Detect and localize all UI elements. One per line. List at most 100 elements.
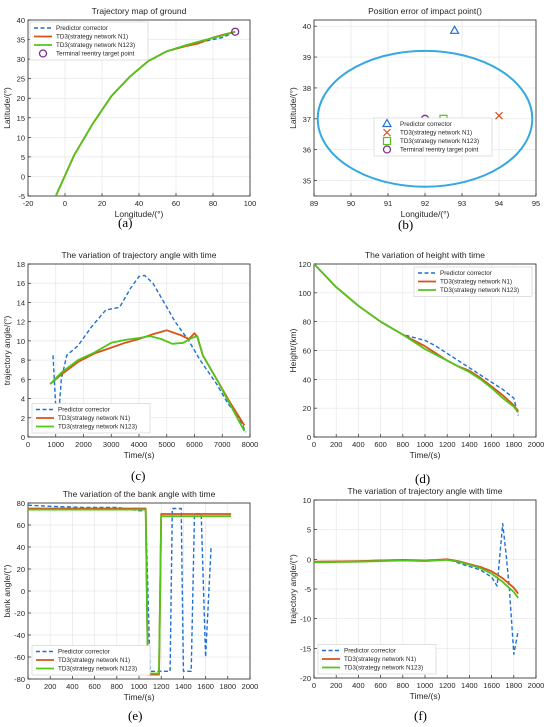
- legend-label-f-2: TD3(strategy network N123): [344, 665, 423, 672]
- xtick-label-b-5: 94: [495, 199, 503, 208]
- ytick-label-f-0: -20: [300, 674, 311, 683]
- legend-label-c-2: TD3(strategy network N123): [58, 424, 137, 431]
- chart-title-b: Position error of impact point(): [368, 6, 482, 16]
- panel-label-e: (e): [128, 708, 143, 723]
- xtick-label-b-0: 89: [310, 199, 318, 208]
- ytick-label-f-5: 5: [307, 526, 311, 535]
- ytick-label-b-1: 36: [303, 146, 311, 155]
- xtick-label-e-8: 1600: [197, 682, 214, 691]
- ytick-label-e-5: 20: [17, 565, 25, 574]
- ytick-label-e-0: -80: [14, 675, 25, 684]
- legend-marker-b-3: [382, 145, 392, 154]
- legend-label-f-0: Predictor corrector: [344, 648, 396, 655]
- ytick-label-b-0: 35: [303, 177, 311, 186]
- chart-title-c: The variation of trajectory angle with t…: [62, 250, 217, 260]
- legend-label-b-2: TD3(strategy network N123): [400, 138, 479, 145]
- axes-frame-f: [313, 499, 537, 679]
- xtick-label-d-10: 2000: [528, 440, 545, 449]
- series-line-f-2: [314, 559, 519, 599]
- xtick-label-f-8: 1600: [483, 681, 500, 690]
- legend-label-b-1: TD3(strategy network N1): [400, 130, 472, 137]
- xtick-label-e-0: 0: [26, 682, 30, 691]
- xtick-label-c-2: 2000: [75, 440, 92, 449]
- series-point-a-3-0: [231, 27, 240, 36]
- series-line-a-2: [54, 30, 236, 196]
- xtick-label-e-5: 1000: [131, 682, 148, 691]
- xtick-label-e-7: 1400: [175, 682, 192, 691]
- legend-label-e-1: TD3(strategy network N1): [58, 657, 130, 664]
- chart-title-f: The variation of trajectory angle with t…: [348, 486, 503, 496]
- ytick-label-a-3: 10: [17, 133, 25, 142]
- chart-c: 0 1000 2000 3000 4000 5000 6000 7000 8000 0 2 4 6 8 10…: [2, 250, 258, 460]
- ytick-label-a-9: 40: [17, 16, 25, 25]
- series-line-c-2: [49, 335, 246, 432]
- xtick-label-e-3: 600: [88, 682, 101, 691]
- chart-title-d: The variation of height with time: [365, 250, 485, 260]
- xtick-label-f-5: 1000: [417, 681, 434, 690]
- legend-label-c-1: TD3(strategy network N1): [58, 415, 130, 422]
- xtick-label-a-1: 0: [63, 199, 67, 208]
- series-line-d-2: [314, 264, 519, 414]
- xtick-label-f-7: 1400: [461, 681, 478, 690]
- xtick-label-c-3: 3000: [103, 440, 120, 449]
- y-axis-label-a: Latitude/(°): [2, 87, 12, 129]
- xtick-label-d-6: 1200: [439, 440, 456, 449]
- ytick-label-c-9: 18: [17, 260, 25, 269]
- legend-label-a-3: Terminal reentry target point: [56, 51, 135, 58]
- ytick-label-a-0: -5: [18, 192, 25, 201]
- legend-f: Predictor corrector TD3(strategy network …: [317, 644, 437, 675]
- legend-b: Predictor corrector TD3(strategy network …: [373, 117, 493, 157]
- xtick-label-f-4: 800: [397, 681, 410, 690]
- ytick-label-e-1: -60: [14, 653, 25, 662]
- panel-label-c: (c): [131, 468, 146, 483]
- xtick-label-c-0: 0: [26, 440, 30, 449]
- ytick-label-c-3: 6: [21, 375, 25, 384]
- ytick-label-a-7: 30: [17, 55, 25, 64]
- y-axis-label-d: Height/(km): [288, 328, 298, 372]
- x-axis-label-c: Time/(s): [124, 450, 155, 460]
- xtick-label-e-2: 400: [66, 682, 79, 691]
- legend-marker-b-2: [382, 136, 392, 146]
- y-axis-label-f: trajectory angle/(°): [288, 554, 298, 624]
- chart-a: -20 0 20 40 60 80 100 -5 0 5 10 15 20 25 30 35 40 Traject…: [2, 6, 256, 219]
- legend-label-b-0: Predictor corrector: [400, 121, 452, 128]
- ytick-label-a-5: 20: [17, 94, 25, 103]
- plot-series-f: [314, 523, 519, 655]
- ytick-label-b-4: 39: [303, 53, 311, 62]
- legend-label-e-2: TD3(strategy network N123): [58, 666, 137, 673]
- xtick-label-c-6: 6000: [186, 440, 203, 449]
- chart-d: 0 200 400 600 800 1000 1200 1400 1600 1800 2000 0 20…: [288, 250, 544, 460]
- series-line-c-0: [52, 274, 247, 433]
- x-axis-label-d: Time/(s): [410, 450, 441, 460]
- ytick-label-c-7: 14: [17, 298, 25, 307]
- chart-e: 0 200 400 600 800 1000 1200 1400 1600 1800 2000-80…: [2, 489, 258, 702]
- xtick-label-c-5: 5000: [158, 440, 175, 449]
- plot-series-a: [54, 27, 240, 196]
- ytick-label-c-1: 2: [21, 414, 25, 423]
- legend-label-c-0: Predictor corrector: [58, 407, 110, 414]
- legend-a: Predictor corrector TD3(strategy network …: [29, 21, 149, 61]
- xtick-label-e-9: 1800: [219, 682, 236, 691]
- y-axis-label-c: trajectory angle/(°): [2, 316, 12, 386]
- legend-marker-a-3: [38, 49, 48, 58]
- ytick-label-d-1: 20: [303, 404, 311, 413]
- legend-label-a-2: TD3(strategy network N123): [56, 42, 135, 49]
- chart-title-e: The variation of the bank angle with tim…: [63, 489, 216, 499]
- legend-label-e-0: Predictor corrector: [58, 649, 110, 656]
- xtick-label-b-6: 95: [532, 199, 540, 208]
- xtick-label-e-1: 200: [44, 682, 57, 691]
- legend-label-a-1: TD3(strategy network N1): [56, 34, 128, 41]
- ytick-label-b-3: 38: [303, 84, 311, 93]
- ytick-label-d-5: 100: [298, 289, 311, 298]
- x-axis-label-a: Longitude/(°): [115, 209, 164, 219]
- xtick-label-f-9: 1800: [505, 681, 522, 690]
- axes-frame-c: [27, 263, 251, 438]
- ytick-label-a-1: 0: [21, 172, 25, 181]
- ytick-label-f-2: -10: [300, 615, 311, 624]
- ytick-label-b-2: 37: [303, 115, 311, 124]
- xtick-label-a-4: 60: [172, 199, 180, 208]
- ytick-label-e-3: -20: [14, 609, 25, 618]
- ytick-label-f-3: -5: [304, 585, 311, 594]
- xtick-label-e-10: 2000: [242, 682, 259, 691]
- y-axis-label-e: bank angle/(°): [2, 564, 12, 617]
